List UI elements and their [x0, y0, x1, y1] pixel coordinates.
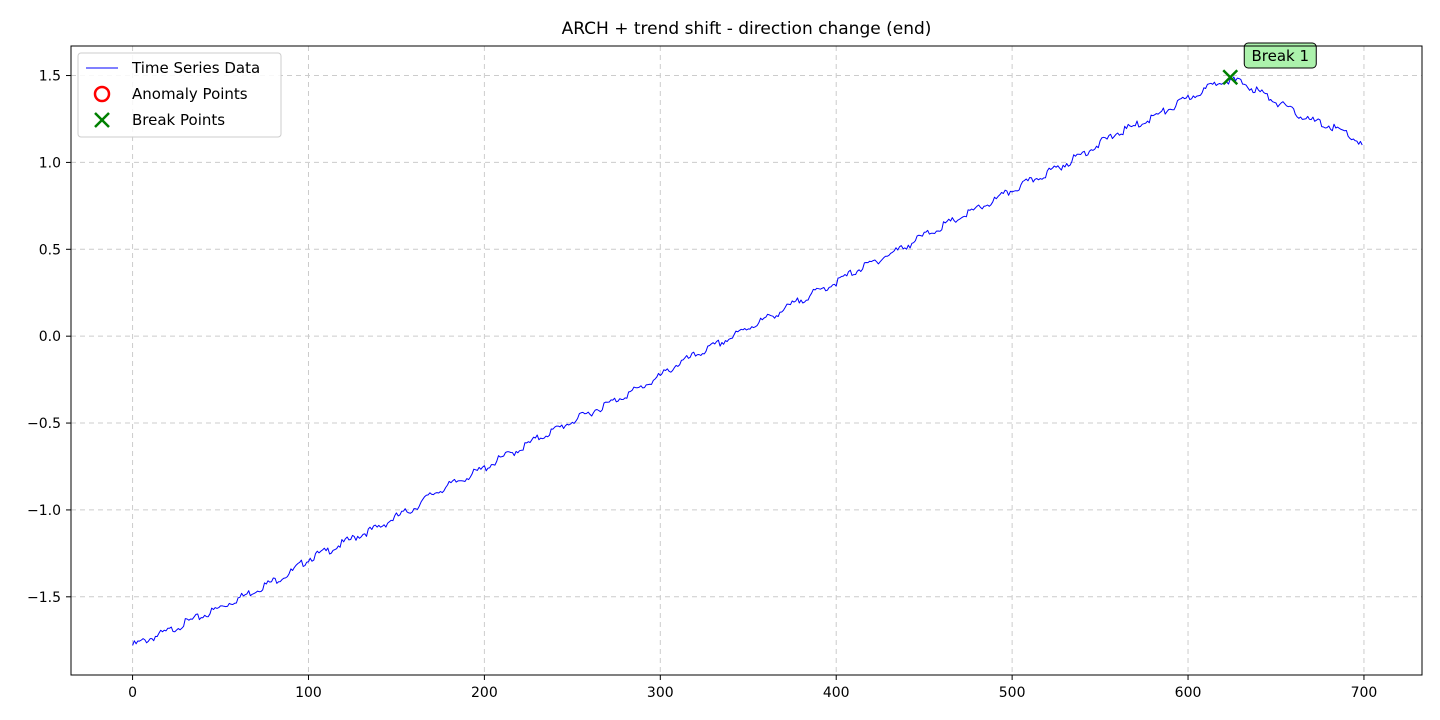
series-line [132, 76, 1363, 646]
y-tick-label: −1.0 [27, 503, 61, 519]
legend: Time Series Data Anomaly Points Break Poin… [77, 52, 282, 138]
y-axis: −1.5 −1.0 −0.5 0.0 0.5 1.0 1.5 [27, 69, 71, 606]
y-tick-label: 1.0 [39, 155, 61, 171]
y-tick-label: −0.5 [27, 416, 61, 432]
legend-label: Time Series Data [131, 59, 260, 77]
legend-entry: Anomaly Points [93, 85, 248, 103]
x-tick-label: 0 [128, 685, 137, 701]
y-tick-label: −1.5 [27, 590, 61, 606]
x-tick-label: 400 [823, 685, 850, 701]
break-annotation-label: Break 1 [1251, 47, 1309, 65]
legend-label: Break Points [132, 111, 225, 129]
x-tick-label: 200 [471, 685, 498, 701]
legend-entry: Time Series Data [86, 59, 260, 77]
y-tick-label: 0.0 [39, 329, 61, 345]
legend-entry: Break Points [94, 111, 225, 129]
y-tick-label: 1.5 [39, 69, 61, 85]
y-tick-label: 0.5 [39, 242, 61, 258]
x-tick-label: 700 [1351, 685, 1378, 701]
break-point-marker [1222, 69, 1239, 86]
break-annotation-box [1243, 42, 1317, 69]
x-tick-label: 500 [999, 685, 1026, 701]
grid-lines [71, 46, 1422, 675]
x-tick-label: 300 [647, 685, 674, 701]
legend-circle-swatch [93, 85, 111, 103]
plot-frame [70, 45, 1423, 676]
chart-title: ARCH + trend shift - direction change (e… [562, 19, 932, 39]
x-axis: 0 100 200 300 400 500 600 700 [128, 675, 1377, 701]
series-layer [132, 76, 1363, 646]
x-tick-label: 100 [295, 685, 322, 701]
x-tick-label: 600 [1175, 685, 1202, 701]
legend-label: Anomaly Points [132, 85, 248, 103]
break-points: Break 1 [1222, 42, 1317, 86]
legend-box [77, 52, 282, 138]
